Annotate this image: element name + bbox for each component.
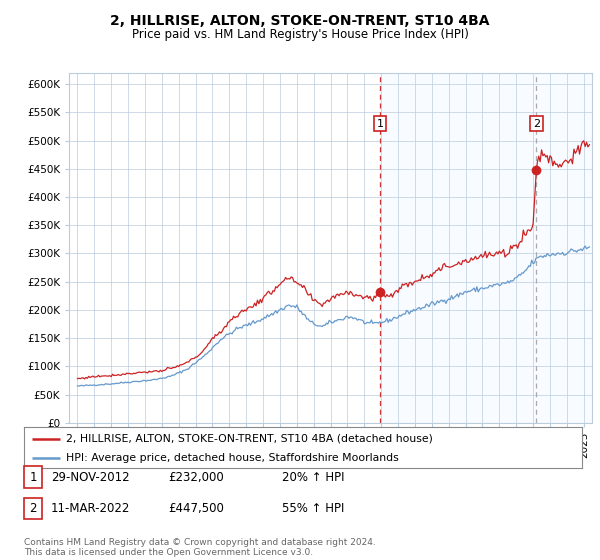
Text: 20% ↑ HPI: 20% ↑ HPI <box>282 470 344 484</box>
Text: 2, HILLRISE, ALTON, STOKE-ON-TRENT, ST10 4BA (detached house): 2, HILLRISE, ALTON, STOKE-ON-TRENT, ST10… <box>66 433 433 444</box>
Bar <box>380 73 600 423</box>
Text: 1: 1 <box>376 119 383 129</box>
Text: 1: 1 <box>29 470 37 484</box>
Text: Price paid vs. HM Land Registry's House Price Index (HPI): Price paid vs. HM Land Registry's House … <box>131 28 469 41</box>
Text: HPI: Average price, detached house, Staffordshire Moorlands: HPI: Average price, detached house, Staf… <box>66 452 398 463</box>
Text: 11-MAR-2022: 11-MAR-2022 <box>51 502 130 515</box>
Text: £447,500: £447,500 <box>168 502 224 515</box>
Text: 55% ↑ HPI: 55% ↑ HPI <box>282 502 344 515</box>
Text: 2: 2 <box>533 119 540 129</box>
Text: 2, HILLRISE, ALTON, STOKE-ON-TRENT, ST10 4BA: 2, HILLRISE, ALTON, STOKE-ON-TRENT, ST10… <box>110 14 490 28</box>
Text: 29-NOV-2012: 29-NOV-2012 <box>51 470 130 484</box>
Text: Contains HM Land Registry data © Crown copyright and database right 2024.
This d: Contains HM Land Registry data © Crown c… <box>24 538 376 557</box>
Text: £232,000: £232,000 <box>168 470 224 484</box>
Text: 2: 2 <box>29 502 37 515</box>
